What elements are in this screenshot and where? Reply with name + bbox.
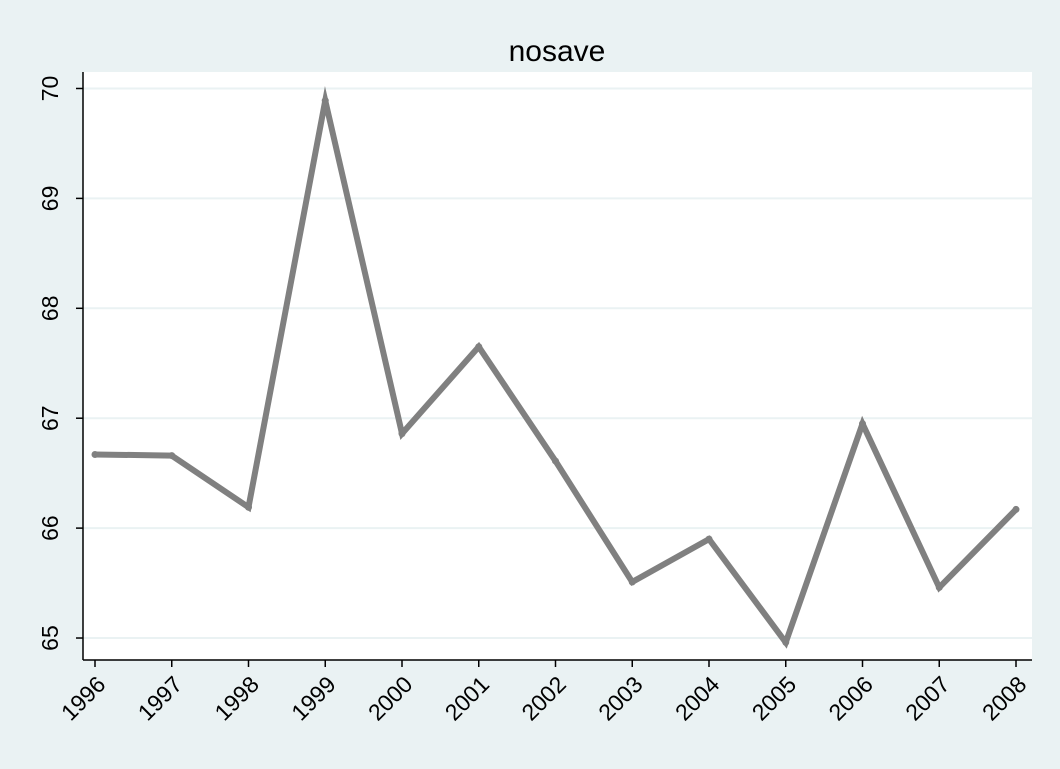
data-point (245, 503, 252, 511)
y-tick-label: 67 (37, 405, 63, 431)
data-point (705, 535, 713, 543)
series-layer (91, 85, 1020, 649)
data-point (628, 578, 636, 586)
y-tick-label: 68 (37, 296, 63, 322)
x-tick-label: 2006 (823, 671, 878, 726)
data-point (782, 638, 790, 646)
data-point (935, 583, 943, 591)
x-tick-label: 2005 (747, 671, 802, 726)
x-tick-label: 1996 (56, 671, 111, 726)
x-tick-label: 2007 (900, 671, 955, 726)
data-point (552, 457, 559, 465)
grid-lines (83, 87, 1032, 640)
x-tick-label: 1999 (286, 671, 341, 726)
y-tick-label: 70 (37, 76, 63, 102)
plot-area (83, 72, 1032, 660)
data-point (1012, 505, 1020, 513)
data-point (168, 452, 176, 460)
x-tick-label: 2003 (593, 671, 648, 726)
x-tick-label: 2008 (977, 671, 1032, 726)
x-axis-ticks: 1996 1997 1998 1999 2000 2001 2002 2003 2004 2005… (56, 660, 1032, 726)
x-tick-label: 2002 (516, 671, 571, 726)
y-tick-label: 66 (37, 515, 63, 541)
x-tick-label: 1998 (209, 671, 264, 726)
data-point (321, 97, 329, 105)
x-tick-label: 2000 (363, 671, 418, 726)
data-point (859, 420, 866, 428)
data-point (398, 430, 406, 438)
y-tick-label: 65 (37, 625, 63, 651)
data-point (475, 343, 483, 351)
data-point (91, 450, 99, 458)
y-tick-label: 69 (37, 186, 63, 212)
x-tick-label: 2001 (440, 671, 495, 726)
chart-title: nosave (509, 35, 606, 68)
x-tick-label: 1997 (133, 671, 188, 726)
y-axis-ticks: 65 66 67 68 69 70 (37, 76, 83, 651)
x-tick-label: 2004 (670, 671, 725, 726)
